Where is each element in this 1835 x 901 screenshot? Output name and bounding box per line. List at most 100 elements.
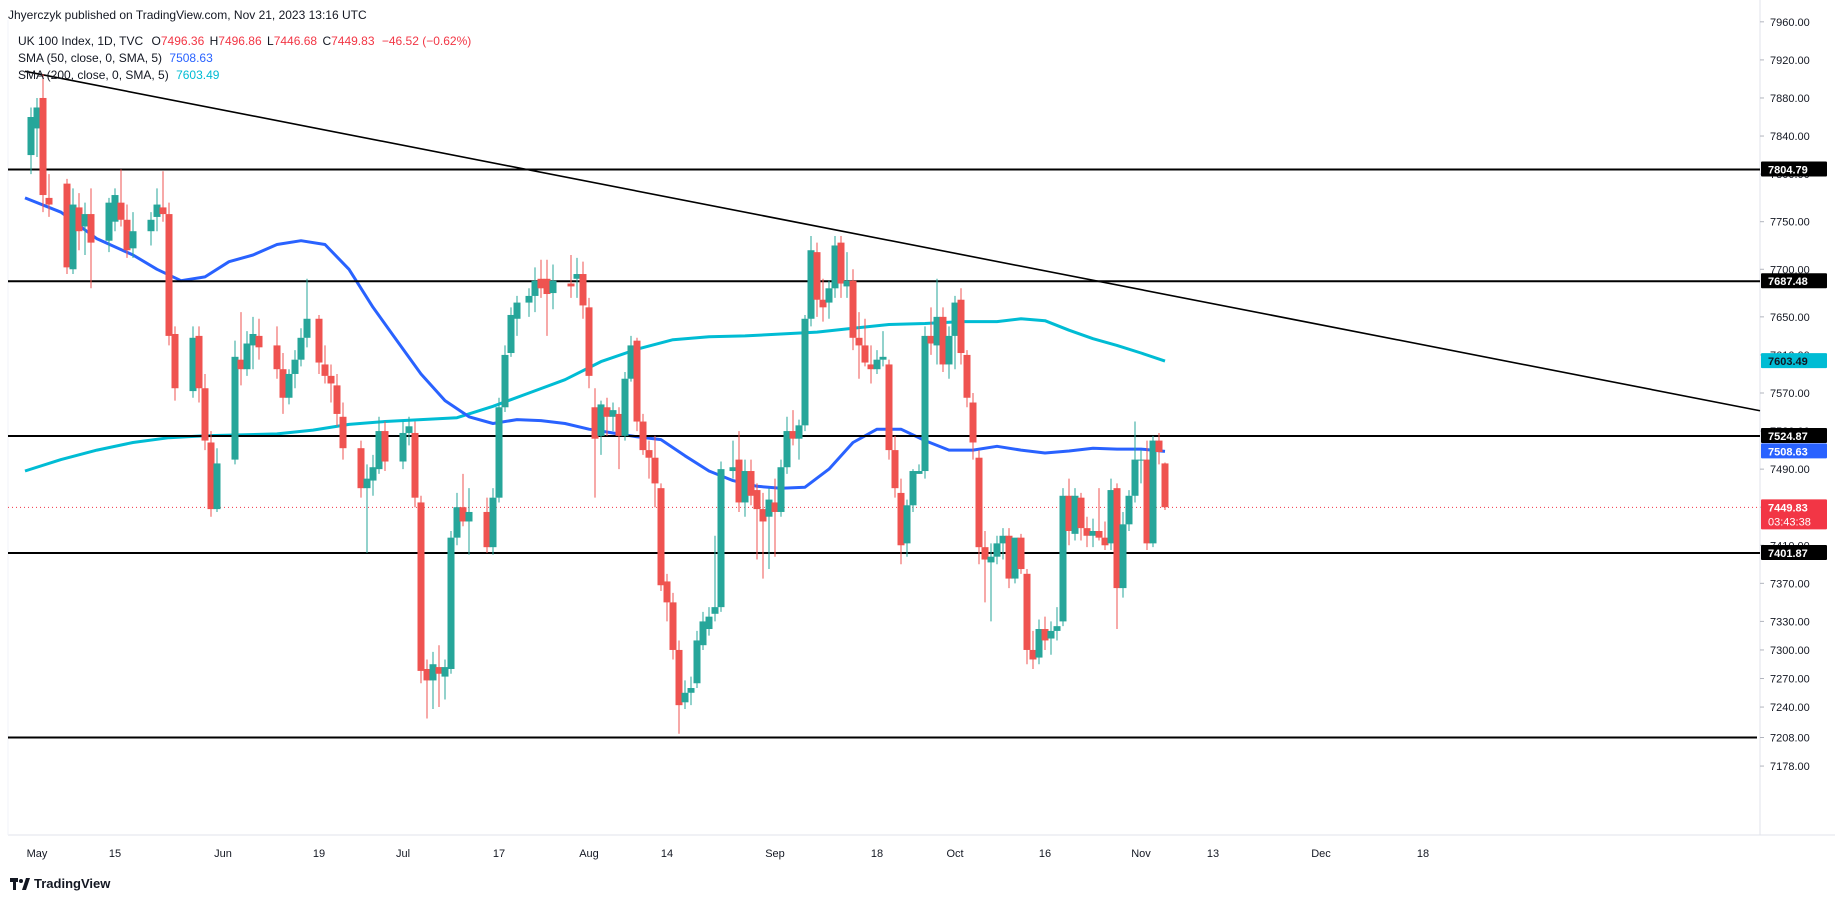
x-tick-label: 15 — [109, 848, 121, 860]
candle-body — [333, 385, 341, 414]
candle — [1077, 492, 1085, 541]
candle-body — [159, 207, 167, 215]
candle-body — [201, 388, 209, 441]
candle — [1161, 462, 1169, 511]
sma200-price-tag-bg — [1761, 353, 1827, 369]
candle — [411, 421, 419, 508]
candle-body — [249, 333, 257, 346]
candle — [1101, 521, 1109, 551]
candle-body — [765, 499, 773, 517]
sma50-line — [24, 196, 1166, 490]
candle — [1047, 621, 1055, 655]
candle — [129, 212, 137, 258]
x-tick-label: Dec — [1311, 848, 1331, 860]
candle-body — [363, 478, 371, 489]
candle-body — [741, 471, 749, 503]
level-price-tag: 7524.87 — [1768, 431, 1808, 443]
candle-body — [1017, 537, 1025, 570]
candle-body — [279, 369, 287, 398]
candle — [483, 497, 491, 553]
y-tick-label: 7270.00 — [1770, 674, 1810, 686]
candle — [579, 261, 587, 319]
candle — [921, 326, 929, 479]
candle-body — [945, 335, 953, 365]
candle — [813, 242, 821, 317]
last-price-tag: 7449.83 — [1768, 502, 1808, 514]
candle — [429, 651, 437, 709]
candle — [237, 312, 245, 386]
candle-body — [231, 356, 239, 460]
candle — [645, 440, 653, 479]
candle-body — [327, 375, 335, 384]
tradingview-logo-icon — [10, 877, 30, 890]
x-tick-label: Sep — [765, 848, 785, 860]
candle-body — [579, 274, 587, 306]
candle — [849, 269, 857, 351]
x-tick-label: May — [27, 848, 48, 860]
candle — [603, 397, 611, 436]
candle — [357, 440, 365, 498]
candle — [957, 288, 965, 365]
candle — [747, 459, 755, 506]
y-tick-label: 7840.00 — [1770, 131, 1810, 143]
candle-body — [813, 252, 821, 300]
level-price-tag: 7804.79 — [1768, 165, 1808, 177]
candle-body — [957, 299, 965, 354]
candle-body — [717, 469, 725, 608]
candle — [423, 659, 431, 719]
last-price-tag-bg — [1761, 499, 1827, 530]
candle-body — [297, 337, 305, 360]
candle — [399, 421, 407, 470]
candle-body — [291, 359, 299, 374]
level-price-tag-bg — [1761, 427, 1827, 443]
candle — [717, 461, 725, 612]
candle-body — [105, 202, 113, 241]
candle — [999, 528, 1007, 560]
candle — [885, 359, 893, 460]
candle — [315, 314, 323, 374]
candle — [1137, 450, 1145, 484]
candle-body — [909, 471, 917, 506]
candle-body — [171, 333, 179, 389]
candle — [915, 464, 923, 474]
candle — [975, 450, 983, 565]
candle — [189, 326, 197, 398]
candle — [663, 573, 671, 622]
candle — [441, 659, 449, 700]
legend-sma200-label: SMA (200, close, 0, SMA, 5) — [18, 68, 169, 82]
candle-body — [45, 197, 53, 205]
candle — [321, 345, 329, 384]
candle-body — [849, 280, 857, 338]
candle-body — [903, 505, 911, 544]
candle-body — [657, 488, 665, 586]
candle — [489, 488, 497, 555]
candle — [705, 607, 713, 636]
candle-body — [507, 314, 515, 354]
candle-body — [1143, 459, 1151, 544]
x-tick-label: 13 — [1207, 848, 1219, 860]
y-tick-label: 7880.00 — [1770, 93, 1810, 105]
candle — [897, 478, 905, 565]
candle — [1017, 533, 1025, 574]
candle-body — [369, 467, 377, 481]
candle-body — [441, 667, 449, 677]
candle — [819, 278, 827, 322]
candle — [549, 264, 557, 310]
candle — [837, 235, 845, 298]
candle — [1095, 488, 1103, 541]
candle — [939, 307, 947, 373]
candle — [303, 278, 311, 348]
candle — [495, 397, 503, 503]
candle-body — [807, 250, 815, 319]
legend-sma200-value: 7603.49 — [176, 68, 220, 82]
candle-body — [933, 316, 941, 346]
tradingview-brand[interactable]: TradingView — [10, 876, 110, 891]
candle — [465, 488, 473, 555]
candle — [891, 435, 899, 498]
x-tick-label: 14 — [661, 848, 673, 860]
candle-body — [759, 509, 767, 522]
candle-body — [873, 359, 881, 370]
candle — [1035, 619, 1043, 665]
candle — [987, 543, 995, 622]
